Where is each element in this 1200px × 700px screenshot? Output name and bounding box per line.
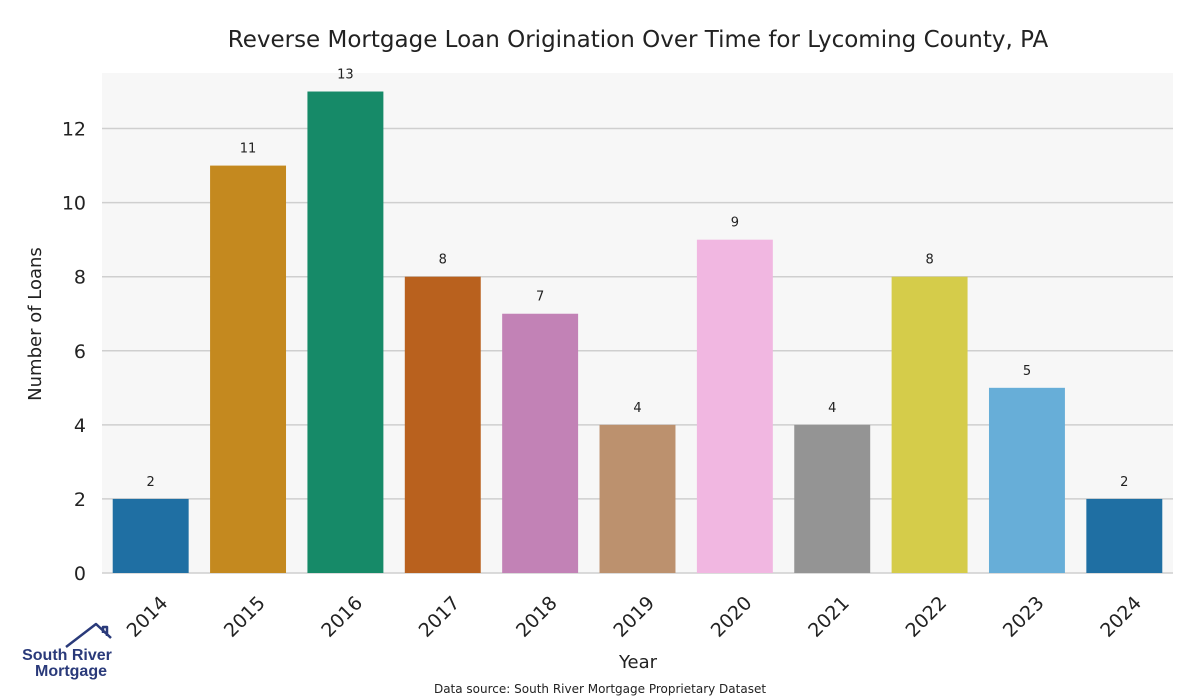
data-label-2024: 2 [1120,475,1128,490]
x-tick-label-2019: 2019 [609,592,659,642]
y-tick-label-4: 4 [74,415,86,437]
bar-2023 [988,387,1065,573]
x-tick-label-2022: 2022 [901,592,951,642]
data-label-2014: 2 [147,475,155,490]
x-axis-ticks: 2014 2015 2016 2017 2018 2019 2020 2021 2022 2023… [123,592,1146,642]
x-tick-label-2017: 2017 [415,592,465,642]
data-label-2018: 7 [536,290,544,305]
bar-2015 [210,165,287,573]
y-tick-label-2: 2 [74,489,86,511]
data-source-note: Data source: South River Mortgage Propri… [434,682,766,696]
bar-2019 [599,424,676,573]
house-roof-icon [65,622,112,648]
company-logo: South River Mortgage [22,622,112,680]
x-tick-label-2016: 2016 [317,592,367,642]
bar-2018 [502,313,579,573]
bar-2016 [307,91,384,573]
data-label-2015: 11 [240,142,257,157]
bar-2020 [696,239,773,573]
y-tick-label-0: 0 [74,563,86,585]
x-tick-label-2024: 2024 [1096,592,1146,642]
y-tick-label-12: 12 [62,119,86,141]
data-label-2021: 4 [828,401,836,416]
logo-line1: South River [22,647,112,664]
bar-2017 [404,276,481,573]
x-tick-label-2020: 2020 [707,592,757,642]
bar-2022 [891,276,968,573]
y-tick-label-10: 10 [62,193,86,215]
y-tick-label-6: 6 [74,341,86,363]
data-label-2019: 4 [633,401,641,416]
y-tick-label-8: 8 [74,267,86,289]
bars [112,91,1163,573]
bar-2021 [794,424,871,573]
x-tick-label-2018: 2018 [512,592,562,642]
chart-title: Reverse Mortgage Loan Origination Over T… [228,27,1049,53]
data-label-2023: 5 [1023,364,1031,379]
data-label-2017: 8 [439,253,447,268]
data-label-2016: 13 [337,68,354,83]
logo-line2: Mortgage [35,663,107,680]
bar-2024 [1086,498,1163,573]
data-labels: 2 11 13 8 7 4 9 4 8 5 2 [147,68,1129,490]
x-tick-label-2021: 2021 [804,592,854,642]
y-axis-ticks: 0 2 4 6 8 10 12 [62,119,86,585]
x-tick-label-2023: 2023 [999,592,1049,642]
bar-2014 [112,498,189,573]
data-label-2022: 8 [925,253,933,268]
x-axis-label: Year [618,652,658,673]
data-label-2020: 9 [731,216,739,231]
x-tick-label-2014: 2014 [123,592,173,642]
x-tick-label-2015: 2015 [220,592,270,642]
y-axis-label: Number of Loans [25,247,46,401]
